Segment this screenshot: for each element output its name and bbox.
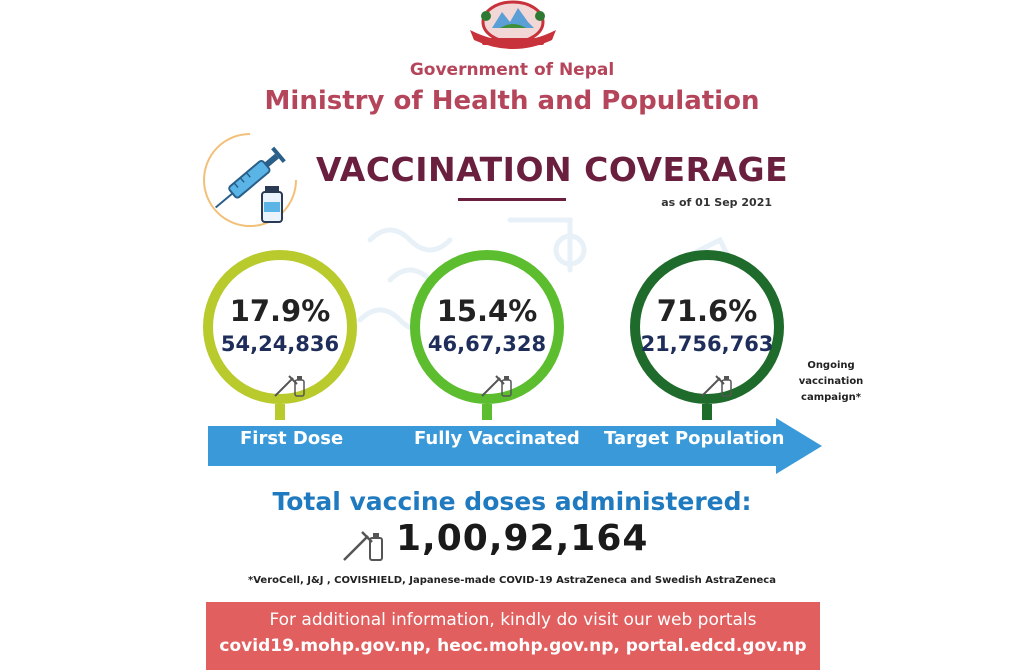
vaccine-footnote: *VeroCell, J&J , COVISHIELD, Japanese-ma… <box>248 575 776 586</box>
total-doses-value: 1,00,92,164 <box>396 518 649 559</box>
first-dose-ring: 17.9% 54,24,836 <box>203 250 357 404</box>
ongoing-campaign-note: Ongoing vaccination campaign* <box>798 360 864 403</box>
syringe-vial-icon <box>203 133 297 227</box>
first-dose-percent: 17.9% <box>229 294 331 328</box>
ministry-title: Ministry of Health and Population <box>264 86 760 116</box>
headline-underline <box>458 198 566 201</box>
vial-syringe-icon <box>343 531 383 561</box>
vial-syringe-icon <box>701 375 732 397</box>
target-population-ring: 71.6% 21,756,763 <box>630 250 784 404</box>
vial-syringe-icon <box>481 375 512 397</box>
fully-vaccinated-label: Fully Vaccinated <box>414 428 580 449</box>
target-population-label: Target Population <box>604 428 785 449</box>
first-dose-label: First Dose <box>240 428 344 449</box>
fully-vaccinated-stem <box>482 404 492 420</box>
banner-info-text: For additional information, kindly do vi… <box>269 610 757 630</box>
vial-syringe-icon <box>274 375 305 397</box>
banner-web-portals: covid19.mohp.gov.np, heoc.mohp.gov.np, p… <box>219 636 807 656</box>
target-population-count: 21,756,763 <box>640 332 774 356</box>
target-population-percent: 71.6% <box>656 294 758 328</box>
fully-vaccinated-percent: 15.4% <box>436 294 538 328</box>
first-dose-stem <box>275 404 285 420</box>
total-doses-label: Total vaccine doses administered: <box>272 487 752 516</box>
headline-title: VACCINATION COVERAGE <box>316 150 789 189</box>
first-dose-count: 54,24,836 <box>220 332 340 356</box>
target-population-stem <box>702 404 712 420</box>
fully-vaccinated-count: 46,67,328 <box>427 332 547 356</box>
info-banner: For additional information, kindly do vi… <box>206 602 820 670</box>
as-of-date: as of 01 Sep 2021 <box>661 196 772 209</box>
government-title: Government of Nepal <box>409 60 615 80</box>
fully-vaccinated-ring: 15.4% 46,67,328 <box>410 250 564 404</box>
nepal-emblem-icon <box>470 0 556 49</box>
progress-arrow <box>208 418 822 474</box>
